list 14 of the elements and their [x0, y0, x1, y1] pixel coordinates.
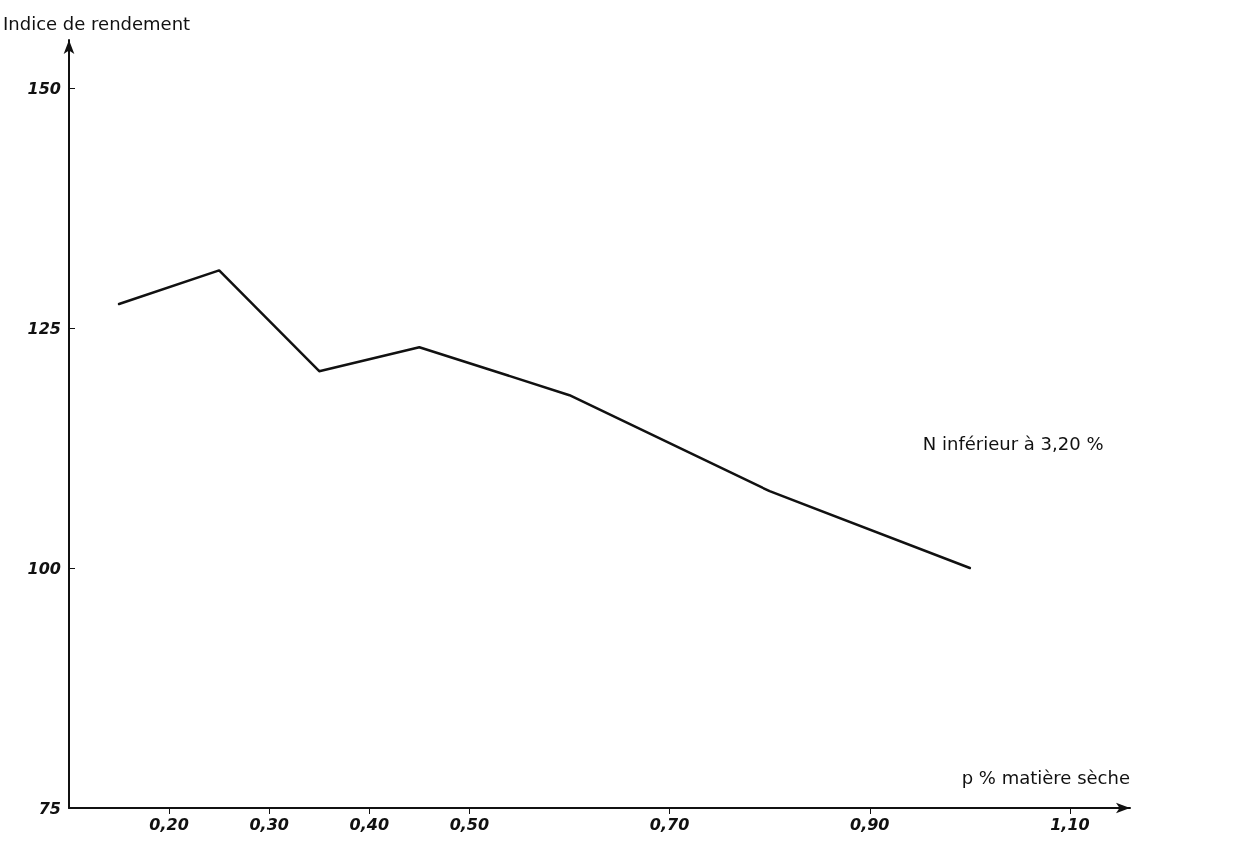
y-tick-label: 125 — [27, 318, 61, 338]
x-tick-label: 0,90 — [850, 814, 890, 834]
x-axis-title: p % matière sèche — [961, 766, 1130, 788]
x-tick-label: 0,40 — [349, 814, 390, 834]
x-tick-label: 0,50 — [449, 814, 490, 834]
y-axis-title: Indice de rendement — [3, 12, 191, 34]
x-tick-label: 1,10 — [1050, 814, 1090, 834]
y-tick-label: 100 — [27, 558, 61, 578]
y-tick-label: 150 — [27, 78, 61, 98]
x-tick-label: 0,20 — [149, 814, 189, 834]
text: N inférieur à 3,20 % — [922, 432, 1104, 454]
x-tick-label: 0,70 — [649, 814, 690, 834]
y-tick-label: 75 — [38, 798, 61, 818]
x-tick-label: 0,30 — [249, 814, 289, 834]
